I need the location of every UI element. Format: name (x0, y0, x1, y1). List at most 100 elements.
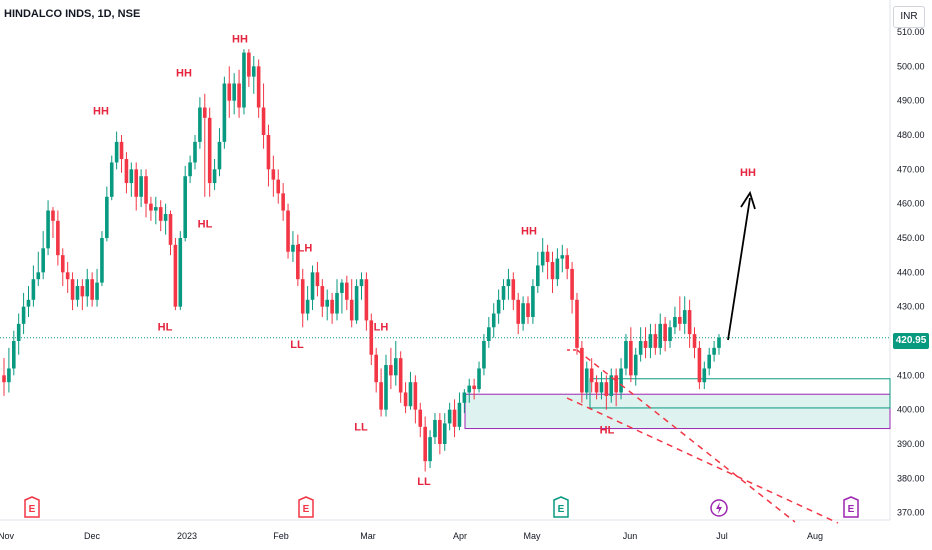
candle-body (212, 169, 217, 184)
candle-body (325, 299, 330, 307)
candle-body (300, 279, 305, 314)
candle-body (354, 286, 359, 321)
candle-body (178, 237, 183, 307)
candle-body (31, 279, 36, 300)
pattern-label: HL (198, 219, 213, 231)
candle-body (85, 279, 90, 297)
candle-body (418, 409, 423, 427)
price-tick-label: 410.00 (897, 370, 925, 380)
currency-button[interactable]: INR (893, 6, 925, 28)
candle-body (643, 340, 648, 348)
time-tick-label: May (523, 531, 541, 541)
candle-body (320, 286, 325, 307)
candle-body (712, 347, 716, 355)
candle-body (516, 299, 521, 324)
symbol-title[interactable]: HINDALCO INDS, 1D, NSE (4, 8, 141, 20)
candle-body (144, 176, 148, 204)
candle-body (114, 141, 119, 163)
candle-body (21, 306, 26, 324)
time-tick-label: Jun (623, 531, 638, 541)
candle-body (95, 282, 99, 300)
time-tick-label: Dec (84, 531, 101, 541)
candle-body (256, 66, 261, 108)
candle-body (105, 196, 109, 238)
pattern-label: LL (417, 476, 431, 488)
candle-body (506, 279, 511, 287)
candle-body (531, 286, 535, 317)
price-tick-label: 390.00 (897, 439, 925, 449)
candle-body (340, 282, 344, 293)
arrow-head-icon (740, 190, 756, 210)
earnings-event-icon[interactable]: E (24, 496, 40, 518)
candle-body (393, 358, 398, 376)
time-tick-label: Nov (0, 531, 14, 541)
candle-body (11, 340, 16, 369)
event-badge (298, 496, 314, 518)
candle-body (403, 392, 408, 407)
candlestick-series (2, 49, 721, 472)
candle-body (624, 340, 628, 369)
pattern-label: LH (298, 243, 313, 255)
candle-body (570, 268, 574, 300)
candle-body (408, 382, 413, 407)
event-badge (24, 496, 40, 518)
candle-body (291, 244, 295, 252)
candle-body (555, 258, 560, 280)
candle-body (501, 286, 506, 300)
candle-body (707, 354, 712, 369)
candle-body (384, 365, 388, 410)
candle-body (7, 368, 11, 383)
candle-body (60, 255, 65, 273)
price-tick-label: 400.00 (897, 405, 925, 415)
candle-body (423, 426, 427, 462)
candle-body (594, 382, 599, 393)
price-tick-label: 380.00 (897, 473, 925, 483)
candle-body (36, 272, 41, 280)
candle-body (589, 368, 594, 383)
time-tick-label: Apr (453, 531, 467, 541)
price-tick-label: 450.00 (897, 233, 925, 243)
price-axis[interactable]: 510.00 500.00 490.00 480.00 470.00 460.00 450.… (897, 27, 925, 518)
price-tick-label: 430.00 (897, 302, 925, 312)
earnings-event-icon[interactable]: E (553, 496, 569, 518)
pattern-label: HL (158, 322, 173, 334)
candle-body (119, 141, 124, 160)
candle-body (80, 286, 85, 297)
candle-body (305, 299, 310, 314)
candle-body (545, 251, 550, 263)
lightning-icon (716, 502, 722, 514)
candle-body (158, 207, 163, 221)
candle-body (188, 162, 192, 177)
candle-body (438, 419, 442, 444)
candle-body (638, 340, 643, 355)
candle-body (614, 375, 618, 393)
event-badge (553, 496, 569, 518)
candle-body (16, 323, 21, 341)
candle-body (251, 66, 256, 77)
earnings-event-icon[interactable]: E (843, 496, 859, 518)
candle-body (56, 220, 60, 256)
candle-body (41, 248, 45, 273)
candle-body (540, 251, 545, 266)
candle-body (565, 255, 569, 269)
candle-body (345, 282, 349, 300)
time-tick-label: Jul (716, 531, 728, 541)
candle-body (379, 382, 383, 410)
candle-body (447, 409, 452, 424)
earnings-event-icon[interactable]: E (298, 496, 314, 518)
candle-body (26, 299, 31, 307)
candle-body (433, 419, 437, 438)
time-axis[interactable]: Nov Dec 2023 Feb Mar Apr May Jun Jul Aug (0, 531, 823, 541)
candle-body (398, 358, 403, 393)
dividend-event-icon[interactable] (710, 499, 728, 517)
candle-body (310, 272, 315, 300)
event-letter: E (558, 504, 565, 515)
candle-body (149, 203, 153, 211)
time-tick-label: 2023 (177, 531, 197, 541)
candle-body (261, 107, 266, 135)
candle-body (648, 334, 653, 348)
event-letter: E (29, 504, 36, 515)
trend-line-upper (576, 349, 796, 523)
